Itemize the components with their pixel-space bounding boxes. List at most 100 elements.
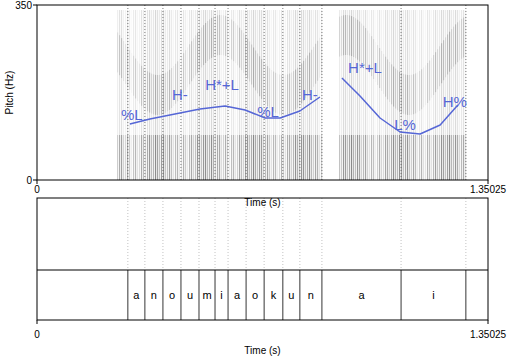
spectrogram-stripe	[129, 10, 130, 180]
spectrogram-stripe	[295, 70, 296, 110]
spectrogram-stripe	[195, 10, 196, 180]
spectrogram-stripe	[421, 135, 422, 180]
spectrogram-stripe	[133, 10, 134, 180]
tier-divider	[37, 270, 488, 271]
chart: 0350Pitch (Hz)01.35025Time (s)01.35025Ti…	[0, 0, 527, 362]
spectrogram-stripe	[361, 10, 362, 180]
segment-label: i	[220, 289, 222, 301]
spectrogram-stripe	[399, 72, 400, 112]
spectrogram-stripe	[161, 74, 162, 114]
boundary-line	[162, 5, 163, 180]
spectrogram-stripe	[463, 135, 464, 180]
spectrogram-stripe	[463, 18, 464, 58]
spectrogram-stripe	[231, 10, 232, 180]
spectrogram-stripe	[433, 135, 434, 180]
spectrogram-stripe	[117, 32, 118, 72]
spectrogram-stripe	[161, 135, 162, 180]
spectrogram-stripe	[433, 55, 434, 95]
spectrogram-stripe	[313, 47, 314, 87]
spectrogram-stripe	[217, 135, 218, 180]
spectrogram-stripe	[353, 135, 354, 180]
spectrogram-stripe	[185, 135, 186, 180]
spectrogram-stripe	[169, 10, 170, 180]
spectrogram-stripe	[221, 10, 222, 180]
spectrogram-stripe	[207, 135, 208, 180]
spectrogram-stripe	[131, 135, 132, 180]
spectrogram-stripe	[431, 58, 432, 98]
spectrogram-stripe	[159, 10, 160, 180]
spectrogram-stripe	[165, 73, 166, 113]
spectrogram-stripe	[151, 10, 152, 180]
spectrogram-stripe	[407, 75, 408, 115]
spectrogram-stripe	[209, 135, 210, 180]
spectrogram-stripe	[285, 10, 286, 180]
spectrogram-stripe	[349, 135, 350, 180]
spectrogram-stripe	[391, 64, 392, 104]
spectrogram-stripe	[247, 39, 248, 79]
segment-label: k	[271, 289, 277, 301]
spectrogram-stripe	[403, 10, 404, 180]
spectrogram-stripe	[277, 10, 278, 180]
spectrogram-stripe	[203, 25, 204, 65]
spectrogram-stripe	[287, 74, 288, 114]
boundary-line	[127, 5, 128, 180]
spectrogram-stripe	[417, 10, 418, 180]
segment-boundary	[401, 270, 402, 320]
boundary-line	[180, 198, 181, 270]
spectrogram-stripe	[367, 10, 368, 180]
spectrogram-stripe	[289, 135, 290, 180]
spectrogram-stripe	[385, 57, 386, 97]
x-tick	[488, 320, 489, 324]
tier-frame	[37, 198, 488, 320]
spectrogram-stripe	[425, 135, 426, 180]
spectrogram-stripe	[125, 44, 126, 84]
spectrogram-stripe	[167, 10, 168, 180]
boundary-line	[246, 5, 247, 180]
spectrogram-stripe	[349, 10, 350, 180]
spectrogram-stripe	[265, 10, 266, 180]
spectrogram-stripe	[191, 10, 192, 180]
boundary-line	[228, 198, 229, 270]
spectrogram-stripe	[419, 71, 420, 111]
spectrogram-stripe	[169, 70, 170, 110]
spectrogram-stripe	[387, 135, 388, 180]
tone-label: H%	[443, 93, 467, 110]
spectrogram-stripe	[261, 10, 262, 180]
spectrogram-stripe	[343, 135, 344, 180]
spectrogram-stripe	[355, 135, 356, 180]
spectrogram-stripe	[365, 135, 366, 180]
spectrogram-stripe	[241, 135, 242, 180]
spectrogram-stripe	[379, 10, 380, 180]
spectrogram-stripe	[119, 10, 120, 180]
spectrogram-stripe	[243, 135, 244, 180]
spectrogram-stripe	[175, 135, 176, 180]
spectrogram-stripe	[119, 35, 120, 75]
spectrogram-stripe	[375, 135, 376, 180]
boundary-line	[264, 5, 265, 180]
spectrogram-stripe	[193, 38, 194, 78]
spectrogram-stripe	[231, 135, 232, 180]
spectrogram-stripe	[135, 59, 136, 99]
spectrogram-stripe	[201, 27, 202, 67]
spectrogram-stripe	[363, 10, 364, 180]
spectrogram-stripe	[433, 10, 434, 180]
spectrogram-stripe	[403, 135, 404, 180]
spectrogram-stripe	[231, 19, 232, 59]
spectrogram-stripe	[387, 59, 388, 99]
spectrogram-stripe	[205, 10, 206, 180]
spectrogram-stripe	[385, 10, 386, 180]
spectrogram-stripe	[157, 135, 158, 180]
spectrogram-stripe	[155, 135, 156, 180]
spectrogram-stripe	[177, 135, 178, 180]
spectrogram-stripe	[365, 10, 366, 180]
spectrogram-stripe	[345, 10, 346, 180]
spectrogram-stripe	[257, 10, 258, 180]
spectrogram-stripe	[317, 41, 318, 81]
spectrogram-stripe	[317, 135, 318, 180]
spectrogram-stripe	[187, 47, 188, 87]
tone-label: %L	[121, 106, 143, 123]
segment-boundary	[127, 270, 128, 320]
spectrogram-stripe	[429, 10, 430, 180]
spectrogram-stripe	[295, 10, 296, 180]
spectrogram-stripe	[273, 135, 274, 180]
